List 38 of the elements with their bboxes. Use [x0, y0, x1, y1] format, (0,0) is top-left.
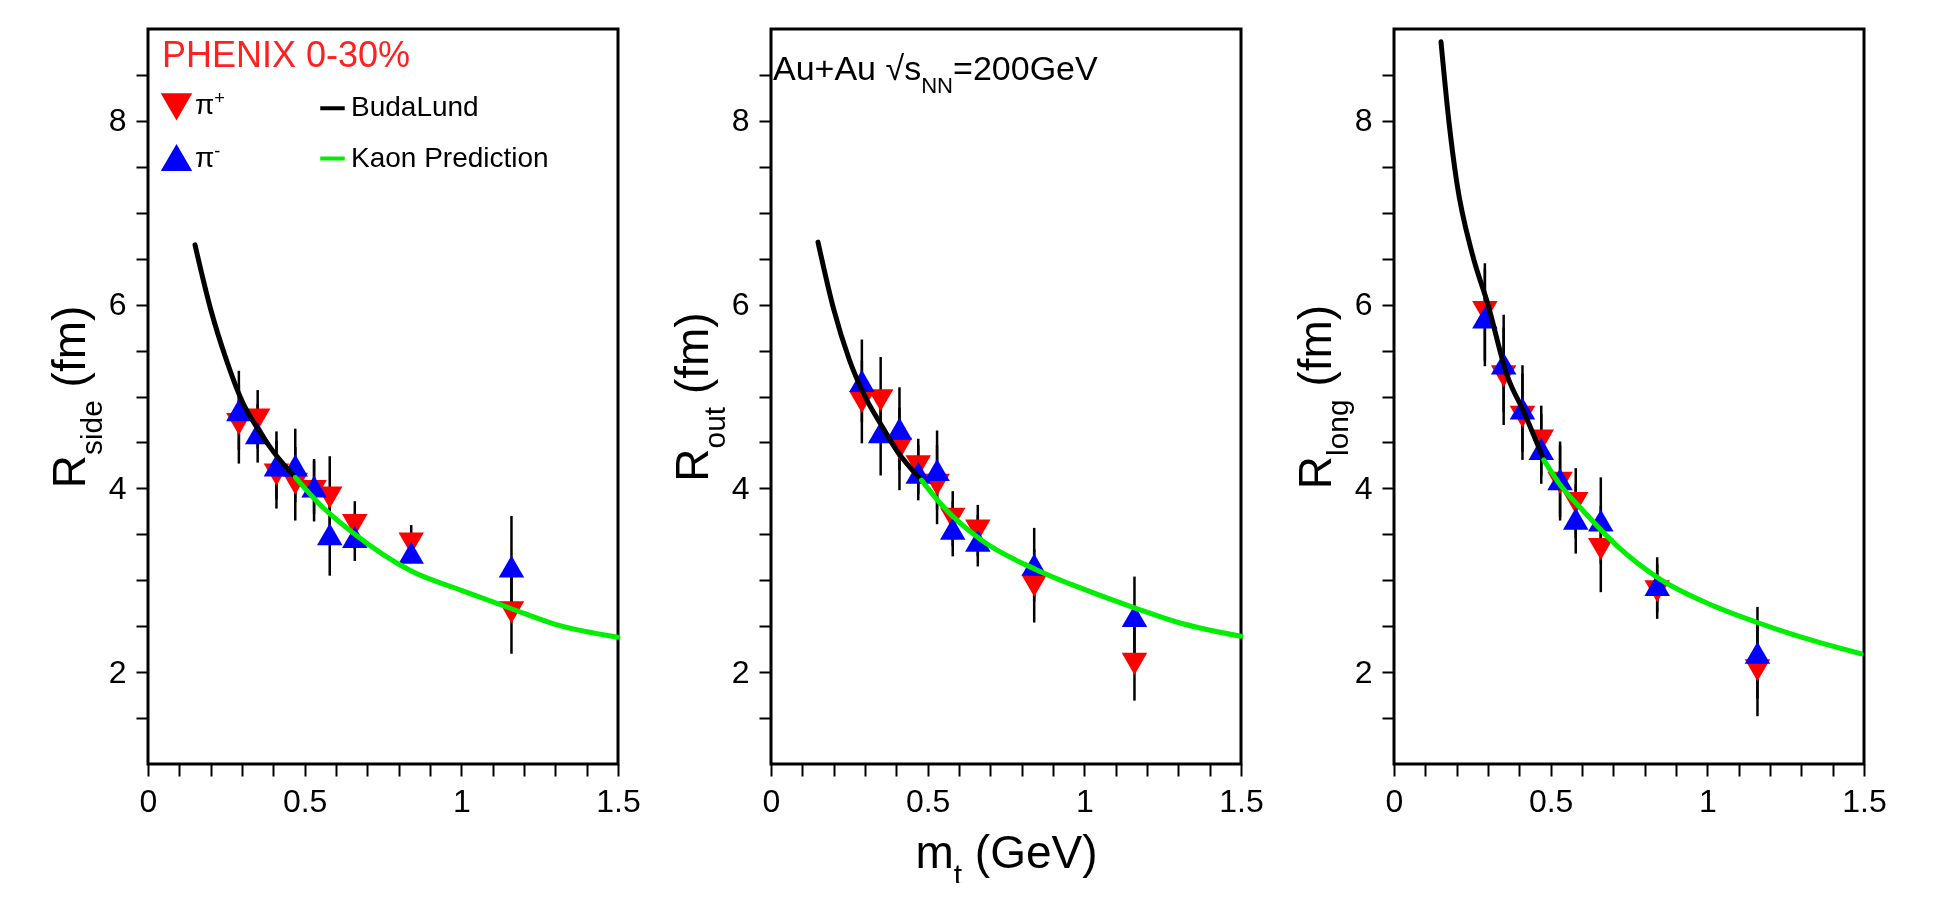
x-tick-label: 0	[139, 782, 158, 819]
y-tick-label: 6	[108, 286, 127, 323]
y-tick-label: 4	[1354, 469, 1373, 506]
point	[498, 555, 525, 578]
x-tick-label: 0.5	[282, 782, 328, 819]
point	[1562, 507, 1589, 530]
legend-label: BudaLund	[351, 91, 479, 123]
point	[939, 517, 966, 540]
point	[1744, 641, 1771, 664]
legend-label: Kaon Prediction	[351, 141, 549, 173]
y-tick-label: 2	[731, 653, 750, 690]
x-tick-label: 0.5	[905, 782, 951, 819]
x-tick-label: 1	[1698, 782, 1717, 819]
y-tick-label: 8	[1354, 102, 1373, 139]
y-tick-label: 2	[108, 653, 127, 690]
x-tick-label: 1.5	[596, 782, 641, 819]
annotation: Au+Au √s$_{NN}$=200GeV	[773, 49, 1098, 98]
y-tick-label: 2	[1354, 653, 1373, 690]
y-tick-label: 8	[731, 102, 750, 139]
y-tick-label: 6	[731, 286, 750, 323]
y-tick-label: 4	[108, 469, 127, 506]
legend-label: π$^{-}$	[195, 140, 221, 173]
x-tick-label: 0.5	[1528, 782, 1574, 819]
legend-label: π$^{+}$	[195, 87, 225, 120]
x-tick-label: 0	[1385, 782, 1404, 819]
y-tick-label: 6	[1354, 286, 1373, 323]
x-tick-label: 1.5	[1219, 782, 1264, 819]
x-tick-label: 1	[452, 782, 471, 819]
x-tick-label: 1	[1075, 782, 1094, 819]
legend-title: PHENIX 0-30%	[162, 34, 411, 75]
y-tick-label: 8	[108, 102, 127, 139]
point	[316, 523, 343, 546]
point	[398, 541, 424, 564]
y-tick-label: 4	[731, 469, 750, 506]
x-tick-label: 0	[762, 782, 781, 819]
x-tick-label: 1.5	[1842, 782, 1887, 819]
point	[1121, 652, 1148, 675]
point	[924, 458, 950, 482]
